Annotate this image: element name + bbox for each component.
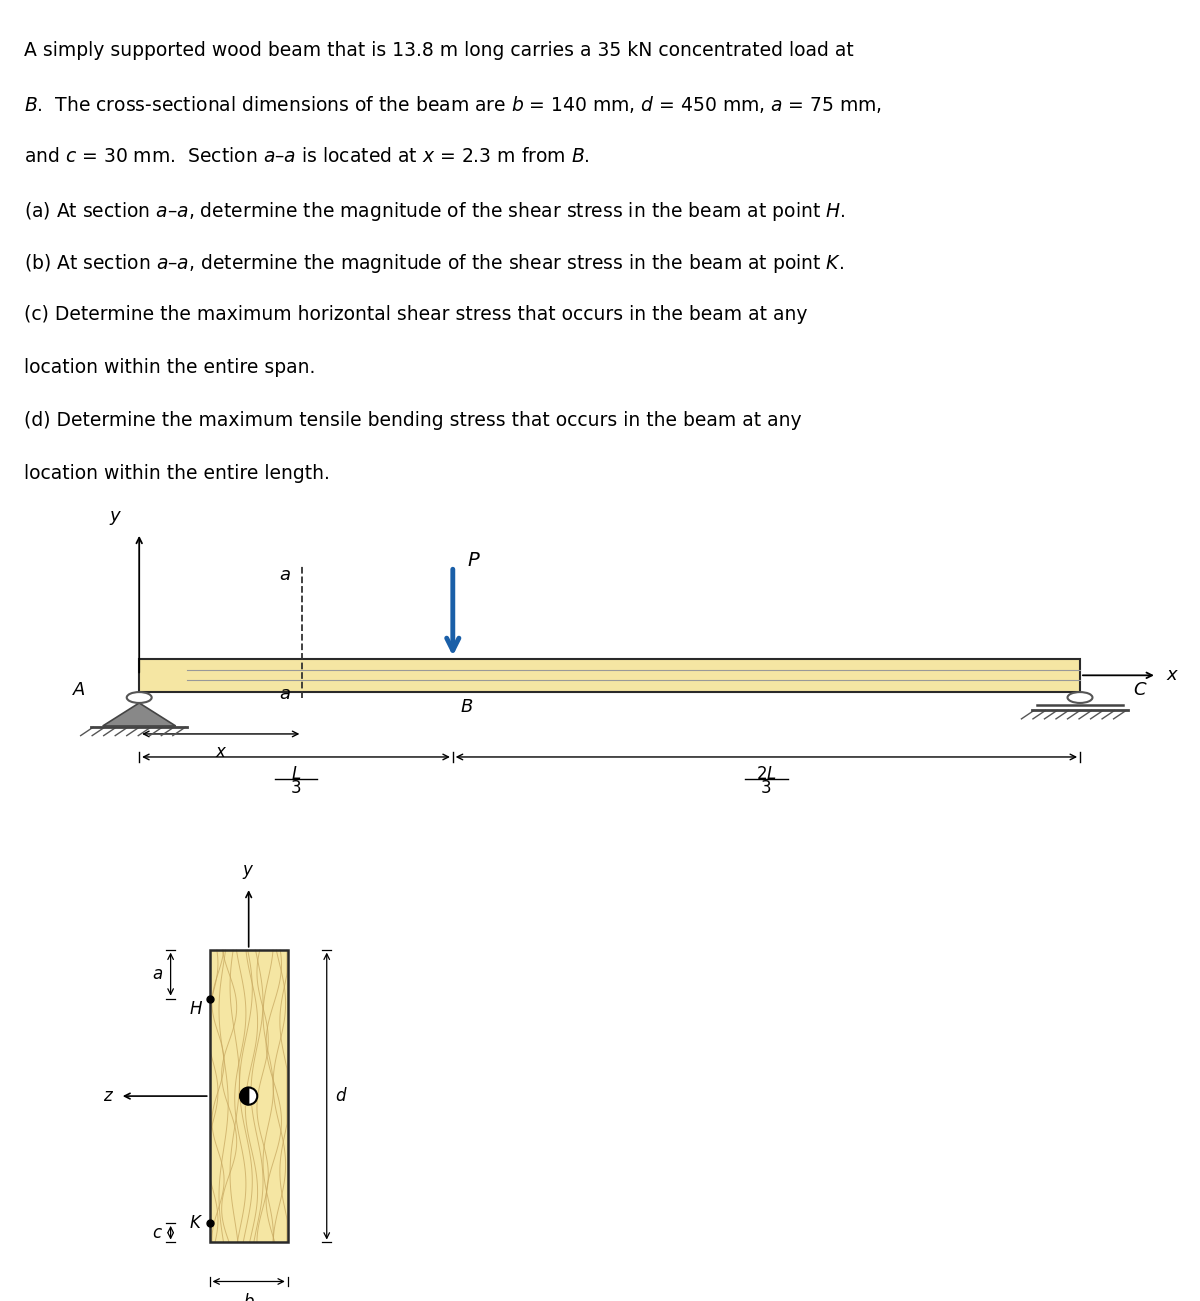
Text: $c$: $c$ <box>152 1224 163 1241</box>
Text: 3: 3 <box>290 779 301 796</box>
Text: $a$: $a$ <box>151 965 163 984</box>
Text: location within the entire span.: location within the entire span. <box>24 358 316 377</box>
Text: $b$: $b$ <box>242 1293 254 1301</box>
Circle shape <box>1068 692 1092 703</box>
Text: $C$: $C$ <box>1133 680 1147 699</box>
Text: (c) Determine the maximum horizontal shear stress that occurs in the beam at any: (c) Determine the maximum horizontal she… <box>24 306 808 324</box>
Circle shape <box>240 1088 257 1105</box>
Text: $H$: $H$ <box>188 1000 203 1019</box>
Text: $x$: $x$ <box>1166 666 1180 684</box>
Bar <box>210 950 288 1242</box>
Text: location within the entire length.: location within the entire length. <box>24 464 330 483</box>
Text: and $c$ = 30 mm.  Section $a$–$a$ is located at $x$ = 2.3 m from $B$.: and $c$ = 30 mm. Section $a$–$a$ is loca… <box>24 147 589 165</box>
Circle shape <box>127 692 151 703</box>
Bar <box>139 658 1080 692</box>
Text: $A$: $A$ <box>72 680 86 699</box>
Polygon shape <box>103 703 175 726</box>
Text: (a) At section $a$–$a$, determine the magnitude of the shear stress in the beam : (a) At section $a$–$a$, determine the ma… <box>24 199 846 222</box>
Text: 3: 3 <box>761 779 772 796</box>
Text: $a$: $a$ <box>278 566 290 584</box>
Text: $x$: $x$ <box>215 743 227 761</box>
Text: $z$: $z$ <box>103 1088 114 1105</box>
Text: $B$: $B$ <box>461 699 474 717</box>
Bar <box>210 950 288 1242</box>
Text: (d) Determine the maximum tensile bending stress that occurs in the beam at any: (d) Determine the maximum tensile bendin… <box>24 411 802 431</box>
Text: (b) At section $a$–$a$, determine the magnitude of the shear stress in the beam : (b) At section $a$–$a$, determine the ma… <box>24 252 844 276</box>
Text: $a$: $a$ <box>278 686 290 703</box>
Text: $2L$: $2L$ <box>756 765 776 782</box>
Text: $B$.  The cross-sectional dimensions of the beam are $b$ = 140 mm, $d$ = 450 mm,: $B$. The cross-sectional dimensions of t… <box>24 94 882 114</box>
Text: $y$: $y$ <box>242 864 254 882</box>
Polygon shape <box>240 1088 248 1105</box>
Text: $K$: $K$ <box>188 1214 203 1232</box>
Text: $d$: $d$ <box>335 1088 347 1105</box>
Text: A simply supported wood beam that is 13.8 m long carries a 35 kN concentrated lo: A simply supported wood beam that is 13.… <box>24 40 853 60</box>
Text: $y$: $y$ <box>109 509 122 527</box>
Text: $L$: $L$ <box>290 765 301 782</box>
Text: $P$: $P$ <box>467 550 481 570</box>
